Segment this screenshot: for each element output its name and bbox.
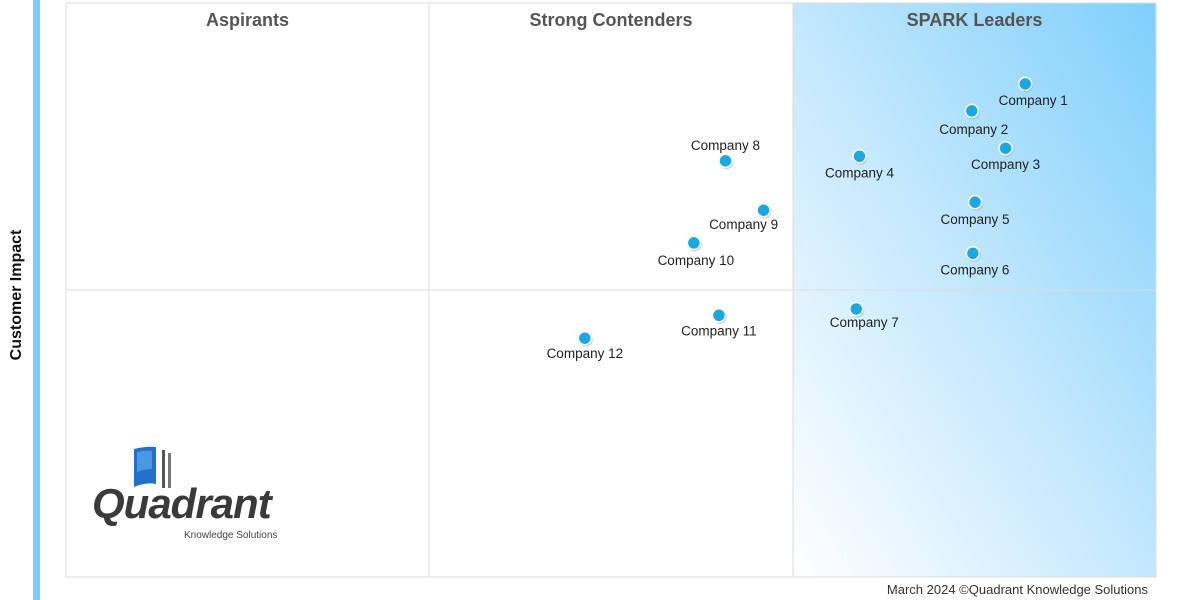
point-label: Company 11 (681, 323, 757, 338)
data-point (849, 301, 864, 317)
point-label: Company 5 (941, 212, 1010, 227)
data-point (965, 246, 981, 261)
quadrant-label: Aspirants (206, 10, 289, 30)
quadrant-label: SPARK Leaders (907, 10, 1043, 30)
logo-subtitle: Knowledge Solutions (184, 530, 278, 541)
data-point (577, 330, 593, 346)
point-label: Company 4 (825, 165, 895, 180)
point-label: Company 2 (939, 122, 1008, 137)
point-label: Company 12 (547, 346, 624, 361)
point-label: Company 10 (658, 253, 735, 268)
point-label: Company 9 (709, 217, 778, 232)
data-point (964, 103, 980, 119)
point-label: Company 1 (999, 93, 1068, 108)
data-point (711, 308, 727, 323)
point-label: Company 7 (830, 315, 899, 330)
data-point (967, 194, 983, 210)
data-point (998, 140, 1013, 156)
side-accent-bar (33, 0, 40, 600)
quadrant-logo: Quadrant Knowledge Solutions (92, 446, 302, 546)
book-logo-icon (134, 446, 171, 488)
data-point (718, 153, 733, 169)
point-label: Company 6 (940, 262, 1009, 277)
data-point (1017, 76, 1033, 92)
data-point (852, 149, 867, 164)
point-label: Company 8 (691, 138, 760, 153)
data-point (756, 202, 771, 218)
copyright-footer: March 2024 ©Quadrant Knowledge Solutions (886, 582, 1148, 597)
logo-wordmark: Quadrant (92, 480, 272, 527)
quadrant-label: Strong Contenders (529, 10, 692, 30)
data-point (686, 235, 702, 251)
point-label: Company 3 (971, 157, 1040, 172)
